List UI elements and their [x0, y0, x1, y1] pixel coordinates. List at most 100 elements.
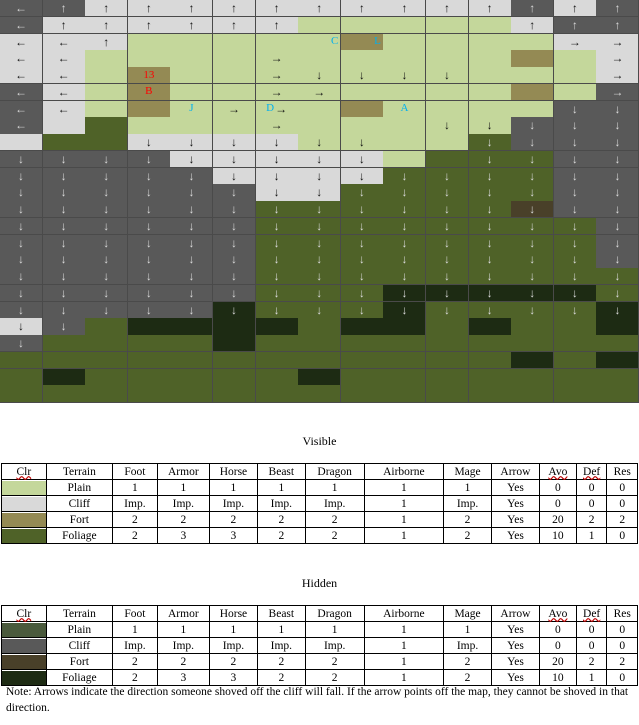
map-cell	[426, 33, 470, 51]
fall-arrow-icon: ↓	[358, 302, 365, 317]
visible-table-row: Foliage 2 3 3 2 2 1 2 Yes 10 1 0	[1, 527, 638, 544]
map-cell: →	[553, 33, 597, 51]
fall-arrow-icon: ↑	[529, 17, 536, 32]
map-cell: ↑	[340, 0, 384, 18]
fall-arrow-icon: ↓	[614, 252, 621, 267]
map-cell: ↓	[127, 134, 171, 152]
map-cell: ↓	[255, 301, 299, 319]
fall-arrow-icon: ←	[15, 34, 28, 49]
fall-arrow-icon: →	[270, 118, 283, 133]
fall-arrow-icon: ↓	[273, 235, 280, 250]
hidden-table-cell: 0	[538, 621, 577, 638]
map-cell: ↑	[596, 0, 639, 18]
fall-arrow-icon: ↓	[103, 218, 110, 233]
map-cell	[85, 134, 129, 152]
fall-arrow-icon: ↑	[60, 1, 67, 16]
map-cell: →	[596, 50, 639, 68]
fall-arrow-icon: ↑	[231, 1, 238, 16]
fall-arrow-icon: ↓	[273, 202, 280, 217]
map-cell: ↓	[42, 217, 86, 235]
map-cell: ↓	[468, 301, 512, 319]
map-cell: ↓	[553, 301, 597, 319]
visible-table-cell: 1	[112, 479, 158, 496]
hidden-table-header-row: Clr Terrain Foot Armor Horse Beast Dragon Airbo…	[1, 605, 638, 622]
fall-arrow-icon: ←	[57, 101, 70, 116]
map-cell: ↓	[213, 184, 257, 202]
fall-arrow-icon: ↑	[316, 1, 323, 16]
hidden-table-row: Fort 2 2 2 2 2 1 2 Yes 20 2 2	[1, 653, 638, 670]
map-cell: ↓	[0, 301, 44, 319]
hidden-header-cell: Armor	[156, 605, 210, 622]
map-cell	[0, 385, 44, 403]
map-cell: ↓	[255, 234, 299, 252]
fall-arrow-icon: ↓	[188, 269, 195, 284]
fall-arrow-icon: ↓	[231, 185, 238, 200]
map-cell: ↓	[170, 301, 214, 319]
map-cell: ↓	[298, 134, 342, 152]
fall-arrow-icon: ↓	[103, 235, 110, 250]
fall-arrow-icon: ↓	[529, 135, 536, 150]
map-cell: ←	[0, 67, 44, 85]
fall-arrow-icon: ↓	[444, 68, 451, 83]
fall-arrow-icon: ↓	[571, 101, 578, 116]
map-cell	[255, 351, 299, 369]
map-cell	[426, 16, 470, 34]
fall-arrow-icon: ↓	[18, 319, 25, 334]
fall-arrow-icon: ↓	[60, 285, 67, 300]
fall-arrow-icon: ↓	[273, 269, 280, 284]
hidden-header-cell: Terrain	[45, 605, 114, 622]
map-cell: ↓	[127, 201, 171, 219]
terrain-map: ← ↑ ↑ ↑ ↑ ↑ ↑ ↑ ↑ ↑ ↑ ↑ ↑ ↑ ↑ ← ↑ ↑ ↑ ↑ ↑ ↑ ↑ ↑ ↑ ← ← ↑ C L → → ← ← → → ← ← 13…	[0, 0, 639, 403]
hidden-header-cell: Beast	[256, 605, 306, 622]
fall-arrow-icon: ↓	[486, 118, 493, 133]
map-cell: ↓	[426, 301, 470, 319]
fall-arrow-icon: ↓	[529, 151, 536, 166]
map-cell	[511, 318, 555, 336]
map-cell	[85, 385, 129, 403]
fall-arrow-icon: ↓	[188, 151, 195, 166]
hidden-table-cell: 0	[606, 621, 638, 638]
visible-table-cell: 1	[304, 479, 365, 496]
hidden-table-cell: 20	[538, 653, 577, 670]
fall-arrow-icon: →	[270, 51, 283, 66]
hidden-header-cell: Def	[575, 605, 608, 622]
visible-table-cell: 0	[538, 495, 577, 512]
map-cell: ←	[42, 83, 86, 101]
visible-table-cell: 3	[156, 527, 210, 544]
map-cell	[85, 83, 129, 101]
visible-header-cell: Armor	[156, 463, 210, 480]
map-cell: ↓	[468, 150, 512, 168]
fall-arrow-icon: ↓	[486, 202, 493, 217]
visible-table-cell: 10	[538, 527, 577, 544]
fall-arrow-icon: ↓	[273, 218, 280, 233]
visible-table-row: Cliff Imp. Imp. Imp. Imp. Imp. 1 Imp. Yes 0 0 0	[1, 495, 638, 512]
fall-arrow-icon: ↓	[60, 185, 67, 200]
map-cell	[255, 368, 299, 386]
map-cell: ↓	[127, 268, 171, 286]
map-cell: ↑	[553, 16, 597, 34]
map-cell	[170, 33, 214, 51]
fall-arrow-icon: ↑	[231, 17, 238, 32]
map-cell: ↑	[85, 33, 129, 51]
visible-table-cell: Yes	[490, 479, 540, 496]
fall-arrow-icon: ↓	[486, 235, 493, 250]
hidden-table-cell: 0	[538, 637, 577, 654]
fall-arrow-icon: ↓	[614, 151, 621, 166]
hidden-terrain-table: Clr Terrain Foot Armor Horse Beast Dragon Airbo…	[1, 605, 638, 686]
map-cell: ↓	[340, 284, 384, 302]
visible-table-cell: Imp.	[156, 495, 210, 512]
map-cell	[468, 385, 512, 403]
visible-table-cell: 2	[575, 511, 608, 528]
map-cell	[42, 117, 86, 135]
map-cell: ↑	[255, 0, 299, 18]
map-cell	[0, 368, 44, 386]
map-cell: ←	[0, 83, 44, 101]
map-cell: ↓	[426, 268, 470, 286]
map-cell: ↓	[298, 251, 342, 269]
map-cell: ↓	[298, 234, 342, 252]
map-cell	[42, 368, 86, 386]
map-cell: ↓	[468, 217, 512, 235]
map-cell: ↓	[255, 284, 299, 302]
hidden-table-cell: Plain	[45, 621, 114, 638]
fall-arrow-icon: ↓	[18, 185, 25, 200]
